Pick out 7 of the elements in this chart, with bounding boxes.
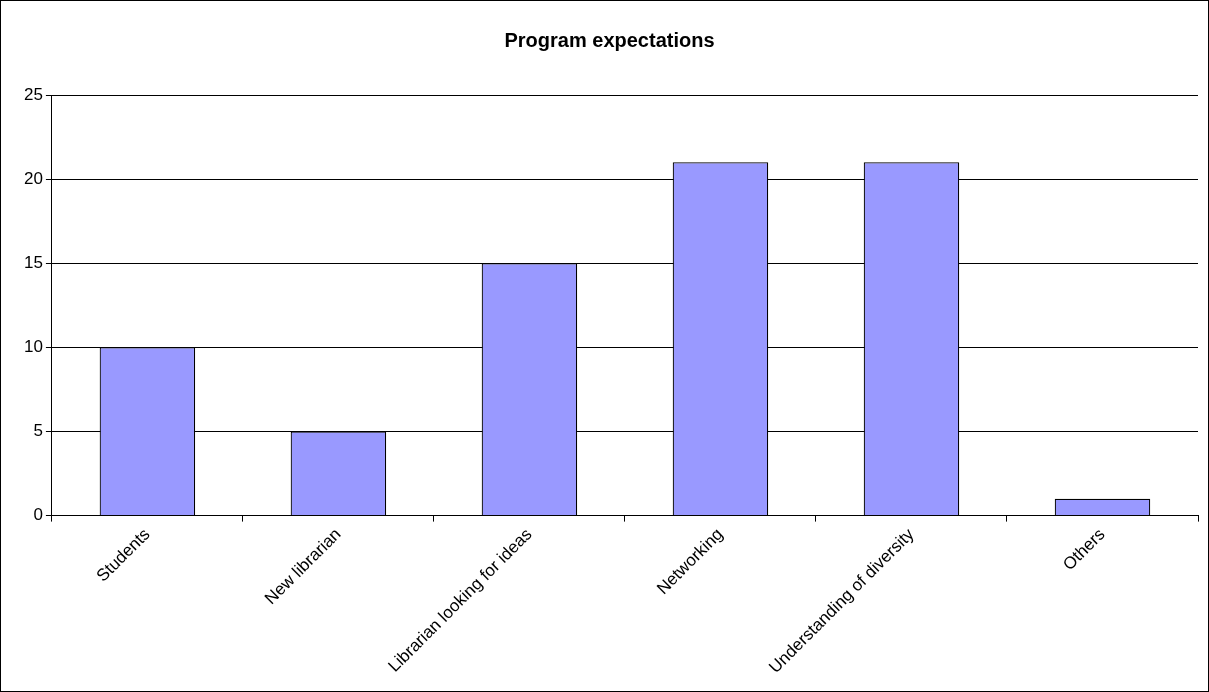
chart-title: Program expectations: [504, 28, 715, 51]
y-tick-label: 0: [33, 505, 43, 525]
y-tick-label: 15: [23, 252, 43, 272]
y-tick-label: 10: [23, 337, 43, 357]
y-tick-label: 20: [23, 168, 43, 188]
y-tick-label: 5: [33, 421, 43, 441]
y-tick-label: 25: [23, 84, 43, 104]
